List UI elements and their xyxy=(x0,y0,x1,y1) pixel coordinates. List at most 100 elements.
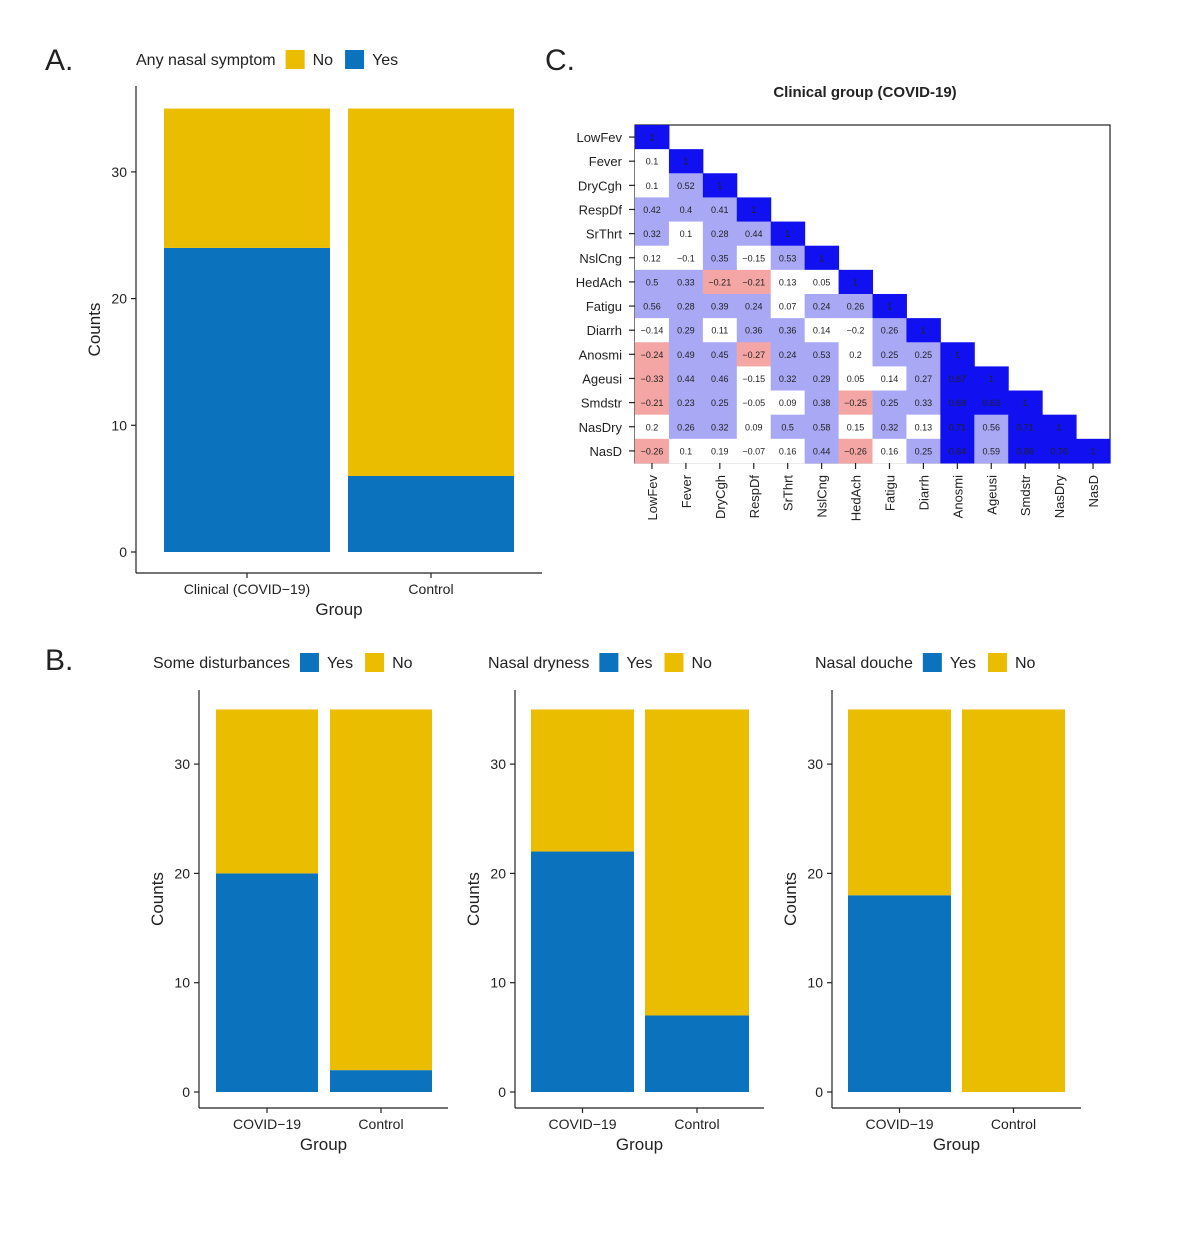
legend-swatch-no xyxy=(285,50,305,69)
heatmap-cell-value: 0.69 xyxy=(949,398,967,408)
heatmap-cell xyxy=(635,245,670,271)
heatmap-cell-value: 0.13 xyxy=(779,277,797,287)
legend-title: Nasal dryness xyxy=(488,655,589,672)
y-axis-label: Counts xyxy=(85,303,104,357)
heatmap-cell xyxy=(1042,438,1077,464)
column-label: Diarrh xyxy=(916,475,931,510)
heatmap-cell xyxy=(838,414,874,440)
heatmap-cell xyxy=(702,390,738,416)
column-label: NasDry xyxy=(1052,474,1067,518)
heatmap-cell-value: −0.05 xyxy=(742,398,765,408)
heatmap-cell xyxy=(668,173,704,198)
heatmap-cell-value: 0.14 xyxy=(881,374,899,384)
legend-swatch-no xyxy=(365,653,385,672)
heatmap-cell-value: −0.07 xyxy=(742,446,765,456)
heatmap-cell-value: 0.1 xyxy=(680,446,693,456)
x-tick-label: Control xyxy=(408,581,453,597)
x-axis-label: Group xyxy=(300,1135,347,1154)
heatmap-cell xyxy=(940,342,975,367)
heatmap-cell-value: −0.26 xyxy=(844,446,867,456)
heatmap-cell-value: 0.71 xyxy=(949,422,967,432)
legend-label-no: No xyxy=(1015,655,1036,672)
heatmap-cell-value: 0.28 xyxy=(677,302,695,312)
heatmap-cell-value: −0.27 xyxy=(742,350,765,360)
y-tick-label: 10 xyxy=(807,975,823,991)
heatmap-cell-value: 0.71 xyxy=(1016,422,1034,432)
heatmap-cell-value: 0.26 xyxy=(847,302,865,312)
bar-yes xyxy=(645,1015,749,1092)
heatmap-cell xyxy=(736,245,772,271)
heatmap-cell-value: 0.5 xyxy=(646,277,659,287)
heatmap-cell xyxy=(804,438,840,464)
heatmap-cell xyxy=(736,366,772,392)
heatmap-cell-value: 0.53 xyxy=(779,253,797,263)
row-label: Anosmi xyxy=(579,347,622,362)
row-label: Ageusi xyxy=(582,371,622,386)
legend-label-yes: Yes xyxy=(327,655,353,672)
heatmap-cell xyxy=(872,414,907,440)
legend-label-yes: Yes xyxy=(372,52,398,69)
heatmap-cell-value: 0.25 xyxy=(915,446,933,456)
heatmap-cell xyxy=(838,342,874,367)
heatmap-cell-value: 0.13 xyxy=(915,422,933,432)
heatmap-cell xyxy=(702,414,738,440)
heatmap-cell xyxy=(974,438,1009,464)
panel-label: A. xyxy=(45,44,73,77)
heatmap-cell xyxy=(770,318,806,343)
heatmap-cell xyxy=(838,293,874,319)
heatmap-cell xyxy=(702,173,738,198)
heatmap-cell-value: 0.56 xyxy=(643,302,661,312)
heatmap-cell-value: 0.05 xyxy=(847,374,865,384)
heatmap-cell-value: −0.26 xyxy=(641,446,664,456)
heatmap-cell-value: 0.35 xyxy=(711,253,729,263)
heatmap-cell-value: 0.53 xyxy=(813,350,831,360)
heatmap-cell xyxy=(668,245,704,271)
heatmap-cell-value: 0.32 xyxy=(643,229,661,239)
heatmap-cell-value: −0.25 xyxy=(844,398,867,408)
heatmap-cell-value: 0.86 xyxy=(1016,446,1034,456)
heatmap-cell-value: 0.12 xyxy=(643,253,661,263)
heatmap-cell-value: 0.2 xyxy=(646,422,659,432)
bar-no xyxy=(348,108,514,476)
heatmap-cell-value: 0.33 xyxy=(915,398,933,408)
heatmap-cell-value: 0.15 xyxy=(847,422,865,432)
legend-title: Nasal douche xyxy=(815,655,913,672)
heatmap-cell-value: −0.21 xyxy=(641,398,664,408)
y-tick-label: 20 xyxy=(490,865,506,881)
heatmap-cell-value: 0.52 xyxy=(677,181,695,191)
heatmap-cell xyxy=(804,293,840,319)
heatmap-cell xyxy=(635,318,670,343)
heatmap-cell xyxy=(635,390,670,416)
heatmap-cell-value: −0.15 xyxy=(742,253,765,263)
heatmap-cell-value: 0.64 xyxy=(949,446,967,456)
heatmap-cell-value: 1 xyxy=(921,326,926,336)
heatmap-cell xyxy=(1008,438,1043,464)
legend-swatch-no xyxy=(987,653,1007,672)
heatmap-cell xyxy=(804,390,840,416)
heatmap-cell xyxy=(736,293,772,319)
heatmap-cell-value: 0.44 xyxy=(677,374,695,384)
row-label: SrThrt xyxy=(586,227,623,242)
column-label: Fatigu xyxy=(882,475,897,511)
heatmap-cell-value: 0.07 xyxy=(779,302,797,312)
legend-label-yes: Yes xyxy=(950,655,976,672)
heatmap-cell xyxy=(635,414,670,440)
heatmap-cell-value: 0.42 xyxy=(643,205,661,215)
x-tick-label: COVID−19 xyxy=(233,1116,301,1132)
heatmap-cell-value: 0.49 xyxy=(677,350,695,360)
bar-no xyxy=(848,709,951,896)
heatmap-cell-value: 0.23 xyxy=(677,398,695,408)
y-tick-label: 0 xyxy=(498,1084,506,1100)
x-axis-label: Group xyxy=(933,1135,980,1154)
heatmap-cell-value: 0.76 xyxy=(1050,446,1068,456)
y-tick-label: 0 xyxy=(815,1084,823,1100)
bar-no xyxy=(164,108,330,248)
column-label: DryCgh xyxy=(713,475,728,519)
panel-label: C. xyxy=(545,44,575,77)
x-tick-label: Control xyxy=(674,1116,719,1132)
heatmap-cell-value: 0.33 xyxy=(677,277,695,287)
heatmap-cell xyxy=(1076,438,1111,464)
heatmap-cell-value: 0.29 xyxy=(677,326,695,336)
heatmap-cell xyxy=(668,269,704,295)
heatmap-cell-value: 0.1 xyxy=(646,157,659,167)
